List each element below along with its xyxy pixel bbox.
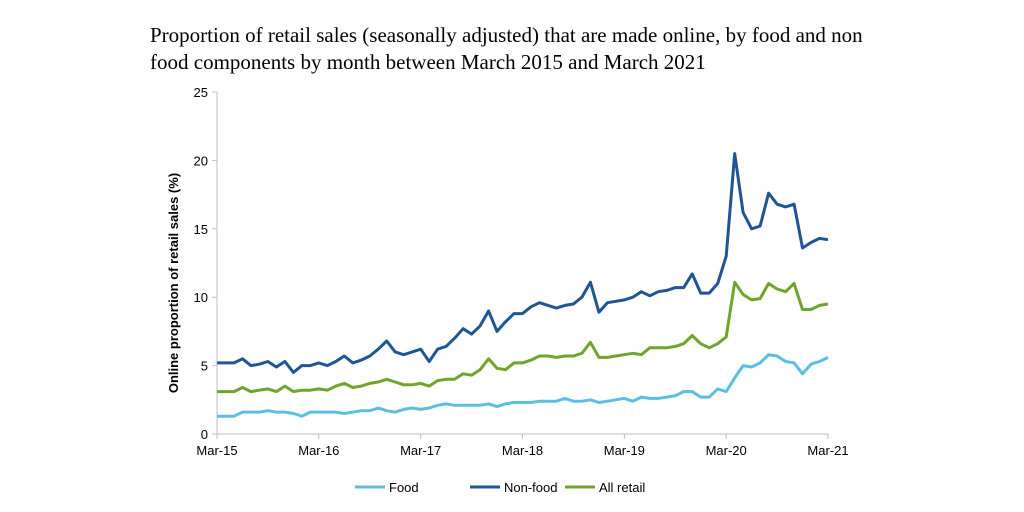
chart-title: Proportion of retail sales (seasonally a… — [150, 23, 863, 74]
y-tick-label: 5 — [201, 359, 208, 374]
legend-label-food: Food — [389, 480, 419, 495]
y-tick-label: 0 — [201, 427, 208, 442]
legend-label-all-retail: All retail — [599, 480, 645, 495]
x-tick-label: Mar-18 — [502, 443, 543, 458]
series-line-non-food — [217, 152, 829, 374]
legend-label-non-food: Non-food — [504, 480, 557, 495]
y-axis-label: Online proportion of retail sales (%) — [166, 173, 181, 393]
x-tick-label: Mar-19 — [604, 443, 645, 458]
y-tick-label: 15 — [194, 222, 208, 237]
x-tick-label: Mar-21 — [807, 443, 848, 458]
series-line-food — [217, 353, 829, 418]
x-tick-label: Mar-17 — [400, 443, 441, 458]
x-tick-label: Mar-15 — [196, 443, 237, 458]
x-tick-label: Mar-20 — [706, 443, 747, 458]
x-tick-label: Mar-16 — [298, 443, 339, 458]
y-tick-label: 20 — [194, 153, 208, 168]
series-line-all-retail — [217, 280, 829, 394]
y-tick-label: 10 — [194, 290, 208, 305]
y-tick-label: 25 — [194, 85, 208, 100]
